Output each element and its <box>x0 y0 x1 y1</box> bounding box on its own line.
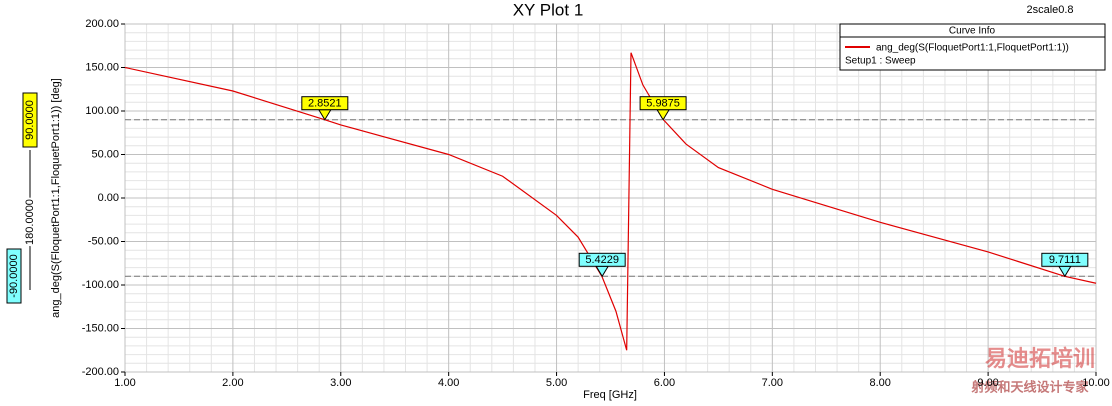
y-tick-label: -100.00 <box>82 279 119 291</box>
marker-label: 5.9875 <box>646 98 680 110</box>
y-tick-label: 50.00 <box>91 148 119 160</box>
legend: Curve Info ang_deg(S(FloquetPort1:1,Floq… <box>839 23 1106 71</box>
y-tick-label: 150.00 <box>85 61 119 73</box>
marker-label: 5.4229 <box>585 254 619 266</box>
x-tick-label: 2.00 <box>222 377 243 389</box>
x-tick-label: 3.00 <box>330 377 351 389</box>
chart-title: XY Plot 1 <box>513 0 584 19</box>
x-axis-label: Freq [GHz] <box>583 389 637 401</box>
delta-label: 180.0000 <box>24 199 36 245</box>
marker-label-box <box>639 96 687 111</box>
marker-label-box <box>578 252 626 267</box>
y-tick-label: -50.00 <box>88 235 119 247</box>
x-tick-label: 1.00 <box>114 377 135 389</box>
marker-label-box <box>301 96 349 111</box>
reference-label-box <box>6 248 22 304</box>
legend-title: Curve Info <box>949 26 996 37</box>
marker-label: 9.7111 <box>1049 254 1081 266</box>
y-tick-label: -150.00 <box>82 322 119 334</box>
legend-box <box>839 23 1106 71</box>
legend-entry: ang_deg(S(FloquetPort1:1,FloquetPort1:1)… <box>876 43 1069 54</box>
reference-label: -90.0000 <box>8 254 20 297</box>
x-tick-label: 4.00 <box>438 377 459 389</box>
marker-label-box <box>1041 252 1089 267</box>
x-tick-label: 6.00 <box>654 377 675 389</box>
x-tick-label: 10.00 <box>1082 377 1110 389</box>
x-tick-label: 8.00 <box>870 377 891 389</box>
y-tick-label: -200.00 <box>82 366 119 378</box>
reference-label-box <box>22 92 38 148</box>
grid <box>124 23 1097 373</box>
y-tick-label: 200.00 <box>85 18 119 30</box>
x-tick-label: 5.00 <box>546 377 567 389</box>
y-axis-label: ang_deg(S(FloquetPort1:1,FloquetPort1:1)… <box>50 78 62 318</box>
series-line <box>124 52 1097 351</box>
x-tick-label: 7.00 <box>762 377 783 389</box>
reference-label: 90.0000 <box>24 100 36 140</box>
y-tick-label: 0.00 <box>98 192 119 204</box>
x-tick-label: 9.00 <box>977 377 998 389</box>
marker-label: 2.8521 <box>308 98 342 110</box>
corner-note: 2scale0.8 <box>1026 4 1073 16</box>
watermark-title: 易迪拓培训 <box>985 346 1095 371</box>
watermark-subtitle: 射频和天线设计专家 <box>970 379 1089 394</box>
legend-note: Setup1 : Sweep <box>845 56 916 67</box>
y-tick-label: 100.00 <box>85 105 119 117</box>
